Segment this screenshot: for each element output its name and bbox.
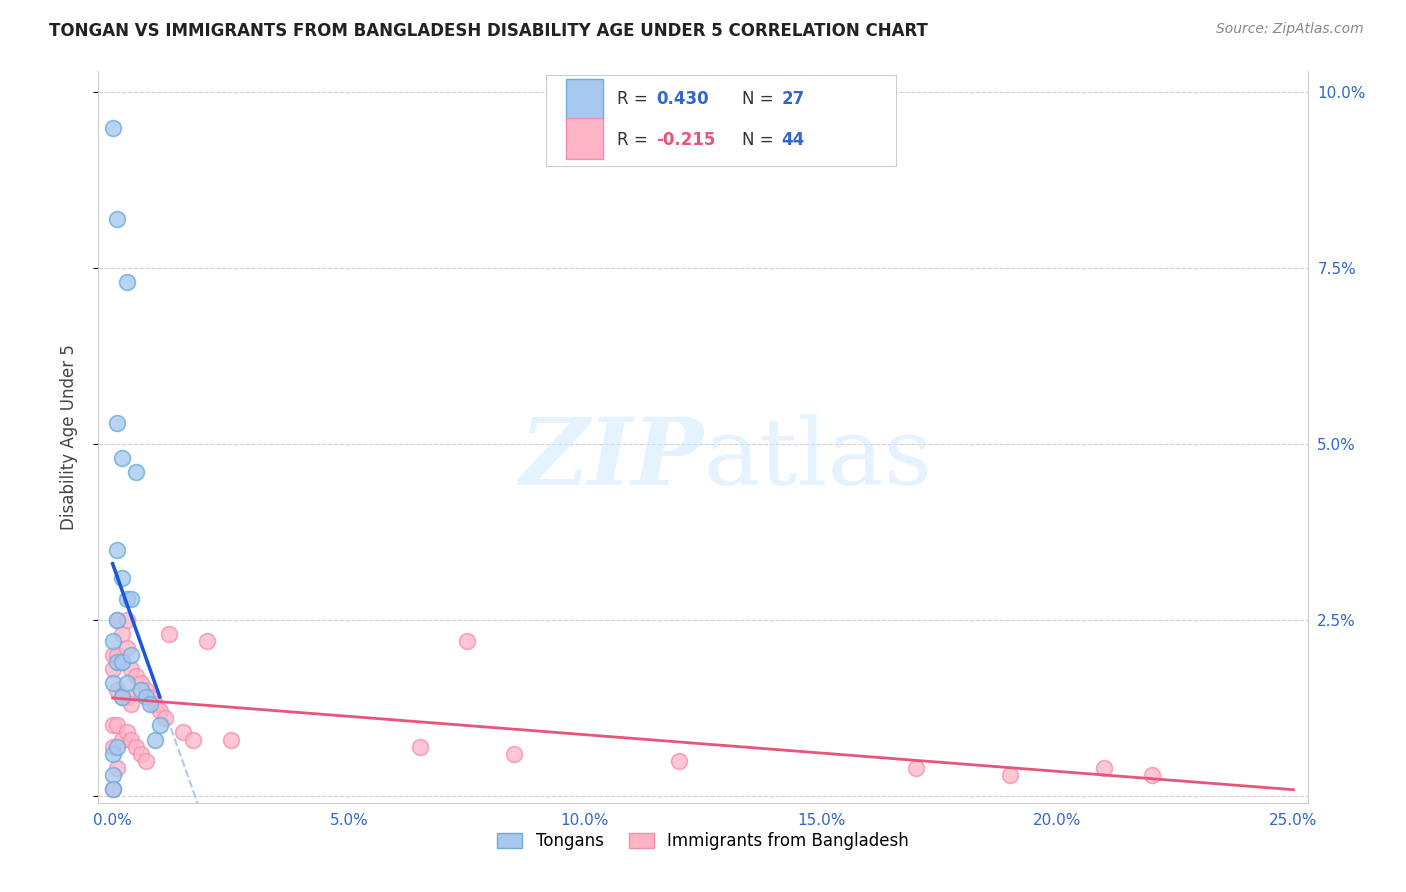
Point <box>101 739 124 754</box>
Point <box>115 613 138 627</box>
Point <box>129 683 152 698</box>
Text: atlas: atlas <box>703 414 932 504</box>
Text: ZIP: ZIP <box>519 414 703 504</box>
Point <box>135 683 157 698</box>
FancyBboxPatch shape <box>567 78 603 119</box>
Point <box>111 571 134 585</box>
Point <box>101 676 124 690</box>
Point <box>668 754 690 768</box>
Point <box>115 641 138 656</box>
Point <box>101 781 124 796</box>
Point <box>157 627 180 641</box>
Point <box>105 683 128 698</box>
Point <box>101 767 124 781</box>
Point <box>105 416 128 430</box>
Text: 0.430: 0.430 <box>655 90 709 108</box>
Point <box>105 613 128 627</box>
Text: 44: 44 <box>782 131 804 149</box>
Point <box>101 648 124 662</box>
Point <box>115 276 138 290</box>
Point <box>111 451 134 466</box>
Point <box>129 676 152 690</box>
Point <box>139 698 162 712</box>
Point <box>129 747 152 761</box>
Point <box>143 732 166 747</box>
Point <box>115 725 138 739</box>
Text: TONGAN VS IMMIGRANTS FROM BANGLADESH DISABILITY AGE UNDER 5 CORRELATION CHART: TONGAN VS IMMIGRANTS FROM BANGLADESH DIS… <box>49 22 928 40</box>
Point <box>111 655 134 669</box>
Text: R =: R = <box>617 131 654 149</box>
Point <box>1094 761 1116 775</box>
Point <box>219 732 242 747</box>
Point <box>408 739 430 754</box>
Text: N =: N = <box>742 131 779 149</box>
Point <box>121 648 143 662</box>
Point <box>105 613 128 627</box>
Point <box>456 634 478 648</box>
Point <box>105 655 128 669</box>
Point <box>121 662 143 676</box>
Point <box>101 747 124 761</box>
Point <box>105 739 128 754</box>
FancyBboxPatch shape <box>567 119 603 159</box>
Point <box>105 718 128 732</box>
Point <box>115 690 138 705</box>
Text: -0.215: -0.215 <box>655 131 716 149</box>
Point <box>149 718 172 732</box>
Point <box>115 676 138 690</box>
Point <box>135 690 157 705</box>
Point <box>125 669 148 683</box>
FancyBboxPatch shape <box>546 75 897 167</box>
Text: R =: R = <box>617 90 654 108</box>
Point <box>181 732 204 747</box>
Point <box>195 634 218 648</box>
Point <box>125 465 148 479</box>
Point <box>121 698 143 712</box>
Text: Source: ZipAtlas.com: Source: ZipAtlas.com <box>1216 22 1364 37</box>
Point <box>111 690 134 705</box>
Point <box>503 747 526 761</box>
Point <box>105 648 128 662</box>
Point <box>111 627 134 641</box>
Point <box>125 739 148 754</box>
Point <box>149 705 172 719</box>
Point <box>143 698 166 712</box>
Point <box>105 761 128 775</box>
Point <box>904 761 927 775</box>
Point <box>121 732 143 747</box>
Point <box>105 542 128 557</box>
Legend: Tongans, Immigrants from Bangladesh: Tongans, Immigrants from Bangladesh <box>491 825 915 856</box>
Point <box>115 591 138 606</box>
Point <box>101 718 124 732</box>
Point <box>153 711 176 725</box>
Point <box>139 690 162 705</box>
Point <box>101 662 124 676</box>
Point <box>135 754 157 768</box>
Point <box>121 591 143 606</box>
Text: N =: N = <box>742 90 779 108</box>
Text: 27: 27 <box>782 90 804 108</box>
Point <box>105 212 128 227</box>
Point <box>1140 767 1163 781</box>
Point <box>111 732 134 747</box>
Point <box>172 725 194 739</box>
Point <box>111 690 134 705</box>
Point <box>101 120 124 135</box>
Point <box>111 655 134 669</box>
Point <box>101 634 124 648</box>
Y-axis label: Disability Age Under 5: Disability Age Under 5 <box>59 344 77 530</box>
Point <box>101 781 124 796</box>
Point <box>998 767 1021 781</box>
